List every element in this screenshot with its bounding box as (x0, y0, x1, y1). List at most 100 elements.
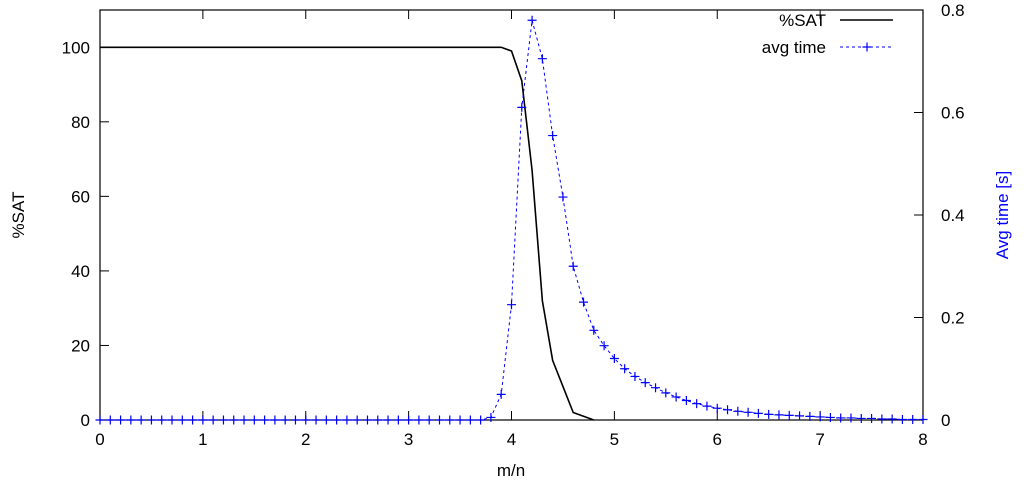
point-avg-time (270, 415, 280, 425)
point-avg-time (188, 415, 198, 425)
point-avg-time (877, 414, 887, 424)
point-avg-time (239, 415, 249, 425)
x-tick-label: 2 (301, 430, 310, 449)
point-avg-time (116, 415, 126, 425)
point-avg-time (455, 415, 465, 425)
point-avg-time (301, 415, 311, 425)
point-avg-time (805, 411, 815, 421)
point-avg-time (867, 413, 877, 423)
y-tick-label: 60 (71, 187, 90, 206)
x-tick-label: 1 (198, 430, 207, 449)
point-avg-time (198, 415, 208, 425)
point-avg-time (908, 414, 918, 424)
point-avg-time (95, 415, 105, 425)
point-avg-time (249, 415, 259, 425)
point-avg-time (424, 415, 434, 425)
point-avg-time (136, 415, 146, 425)
x-tick-label: 4 (507, 430, 516, 449)
point-avg-time (743, 407, 753, 417)
point-avg-time (476, 415, 486, 425)
point-avg-time (733, 406, 743, 416)
point-avg-time (723, 405, 733, 415)
point-avg-time (558, 192, 568, 202)
ticks (99, 9, 924, 421)
point-avg-time (373, 415, 383, 425)
point-avg-time (856, 413, 866, 423)
legend-label-sat: %SAT (779, 11, 826, 30)
point-avg-time (774, 410, 784, 420)
y2-axis-title: Avg time [s] (993, 171, 1012, 260)
point-avg-time (599, 341, 609, 351)
point-avg-time (620, 364, 630, 374)
point-avg-time (795, 411, 805, 421)
point-avg-time (784, 410, 794, 420)
point-avg-time (465, 415, 475, 425)
point-avg-time (280, 415, 290, 425)
point-avg-time (167, 415, 177, 425)
point-avg-time (589, 325, 599, 335)
point-avg-time (352, 415, 362, 425)
y-axis-title: %SAT (9, 192, 28, 239)
legend: %SAT avg time (762, 11, 893, 57)
legend-marker-time (862, 42, 872, 52)
point-avg-time (764, 409, 774, 419)
plot-frame (99, 9, 924, 421)
point-avg-time (651, 383, 661, 393)
point-avg-time (836, 413, 846, 423)
point-avg-time (486, 412, 496, 422)
point-avg-time (157, 415, 167, 425)
x-tick-label: 6 (713, 430, 722, 449)
point-avg-time (681, 396, 691, 406)
y-tick-label: 40 (71, 262, 90, 281)
y2-tick-label: 0 (941, 411, 950, 430)
point-avg-time (208, 415, 218, 425)
x-tick-label: 0 (95, 430, 104, 449)
point-avg-time (414, 415, 424, 425)
y-tick-label: 20 (71, 336, 90, 355)
point-avg-time (342, 415, 352, 425)
point-avg-time (126, 415, 136, 425)
y-tick-label: 100 (62, 38, 90, 57)
y2-tick-label: 0.2 (941, 309, 965, 328)
point-avg-time (290, 415, 300, 425)
point-avg-time (527, 15, 537, 25)
point-avg-time (260, 415, 270, 425)
series-line-sat (100, 46, 595, 421)
point-avg-time (517, 102, 527, 112)
point-avg-time (229, 415, 239, 425)
point-avg-time (507, 300, 516, 310)
x-tick-label: 5 (610, 430, 619, 449)
point-avg-time (712, 403, 722, 413)
point-avg-time (321, 415, 331, 425)
x-tick-label: 3 (404, 430, 413, 449)
point-avg-time (146, 415, 156, 425)
point-avg-time (568, 261, 578, 271)
point-avg-time (218, 415, 228, 425)
point-avg-time (548, 131, 558, 141)
point-avg-time (753, 408, 763, 418)
point-avg-time (404, 415, 414, 425)
point-avg-time (897, 414, 907, 424)
series-layer (95, 15, 928, 425)
point-avg-time (311, 415, 321, 425)
x-tick-label: 8 (918, 430, 927, 449)
series-line-avg-time (100, 20, 923, 421)
point-avg-time (496, 389, 506, 399)
point-avg-time (445, 415, 455, 425)
point-avg-time (671, 392, 681, 402)
point-avg-time (434, 415, 444, 425)
point-avg-time (887, 414, 897, 424)
point-avg-time (537, 54, 547, 64)
legend-label-time: avg time (762, 38, 826, 57)
x-axis-title: m/n (497, 461, 525, 480)
point-avg-time (630, 371, 640, 381)
y-tick-label: 80 (71, 113, 90, 132)
point-avg-time (815, 412, 825, 422)
point-avg-time (692, 399, 702, 409)
point-avg-time (362, 415, 372, 425)
point-avg-time (105, 415, 115, 425)
point-avg-time (918, 414, 928, 424)
y2-tick-label: 0.4 (941, 206, 965, 225)
